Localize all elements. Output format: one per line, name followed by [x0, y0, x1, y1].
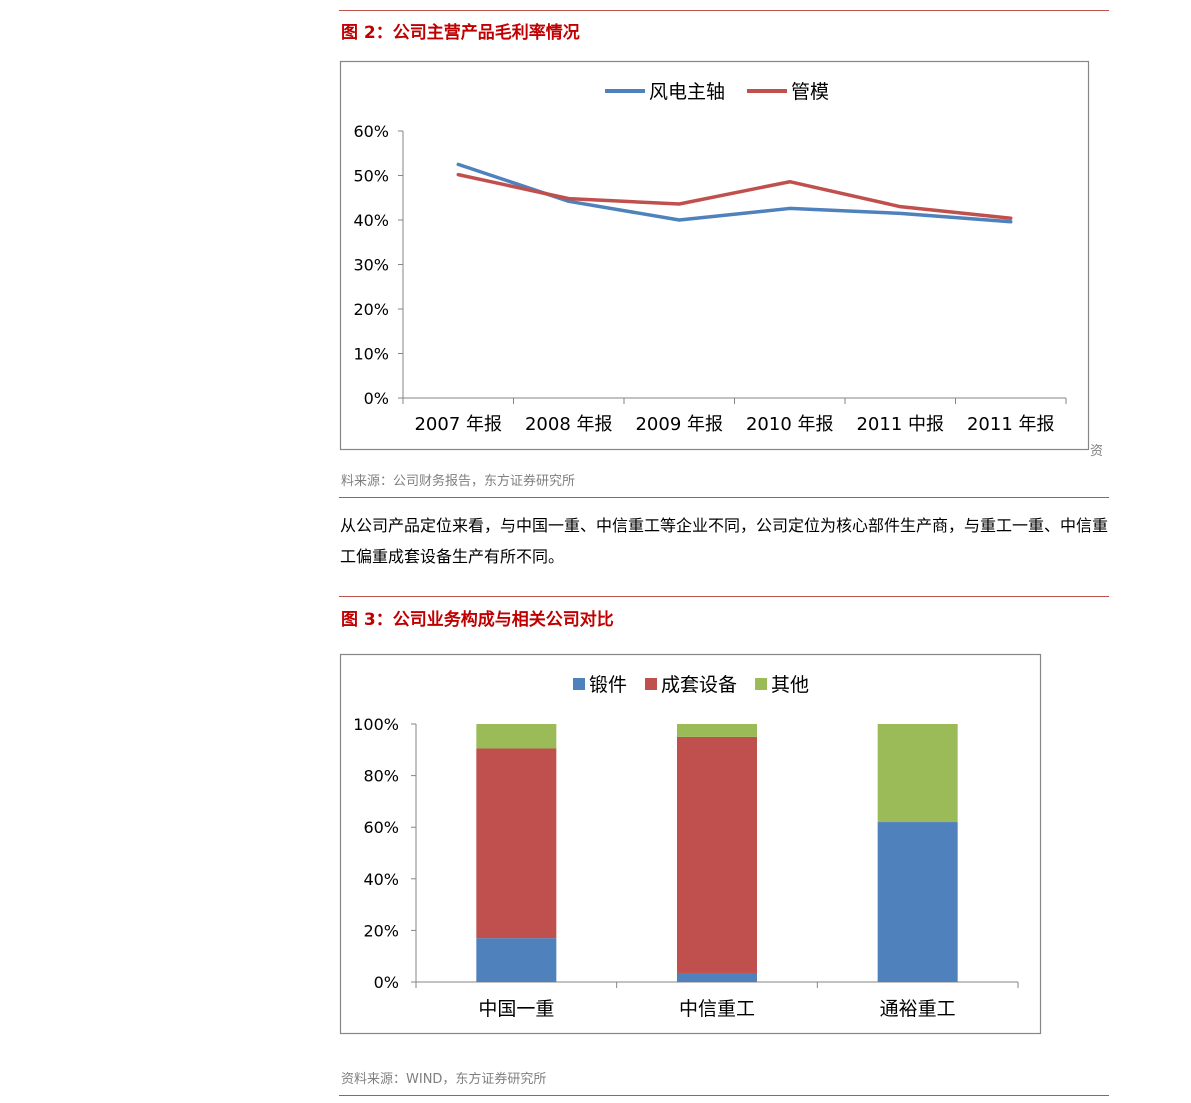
figure2-title: 图 2：公司主营产品毛利率情况: [341, 23, 580, 43]
legend-label: 成套设备: [661, 674, 737, 696]
x-tick-label: 2011 中报: [856, 414, 944, 435]
top-rule: [339, 10, 1109, 11]
bar-segment: [476, 748, 557, 939]
bottom-rule: [339, 1095, 1109, 1096]
bar-segment: [677, 736, 757, 973]
figure3-title: 图 3：公司业务构成与相关公司对比: [341, 610, 614, 630]
stacked-bar-chart: 0% 20% 40% 60% 80% 100% 中国一重 中信重工 通裕重工 锻件 成套设备 其他: [339, 653, 1042, 1035]
bar-segment: [877, 724, 958, 823]
y-tick-label: 0%: [374, 973, 399, 992]
bar-segment: [677, 972, 757, 982]
x-tick-label: 2010 年报: [746, 414, 834, 435]
series-line: [456, 172, 1013, 220]
y-tick-label: 60%: [363, 818, 399, 837]
divider-rule-2: [339, 596, 1109, 597]
figure2-source: 料来源：公司财务报告，东方证券研究所: [341, 474, 576, 489]
x-tick-label: 2009 年报: [635, 414, 723, 435]
y-tick-label: 30%: [353, 256, 389, 275]
y-tick-label: 40%: [363, 870, 399, 889]
x-tick-label: 2007 年报: [414, 414, 502, 435]
bar-segment: [476, 938, 557, 982]
legend-swatch: [645, 678, 658, 690]
bar-segment: [677, 724, 757, 737]
y-tick-label: 80%: [363, 767, 399, 786]
x-tick-label: 通裕重工: [880, 998, 956, 1020]
bar-segment: [476, 724, 557, 749]
x-tick-label: 2008 年报: [525, 414, 613, 435]
x-tick-label: 2011 年报: [967, 414, 1055, 435]
y-tick-label: 0%: [364, 389, 389, 408]
x-tick-label: 中信重工: [679, 998, 755, 1020]
y-tick-label: 40%: [353, 211, 389, 230]
legend-swatch: [755, 678, 768, 690]
legend-label: 风电主轴: [649, 81, 725, 103]
divider-rule-1: [339, 497, 1109, 498]
y-tick-label: 60%: [353, 122, 389, 141]
legend-label: 锻件: [589, 674, 627, 696]
y-tick-label: 20%: [353, 300, 389, 319]
line-chart: 0% 10% 20% 30% 40% 50% 60% 2007 年报 2008 年报 2009 年…: [339, 60, 1090, 451]
legend-label: 管模: [791, 81, 829, 103]
body-paragraph: 从公司产品定位来看，与中国一重、中信重工等企业不同，公司定位为核心部件生产商，与…: [340, 516, 1109, 566]
chart-frame: [339, 60, 1090, 451]
stray-char: 资: [1090, 444, 1104, 459]
figure3-source: 资料来源：WIND，东方证券研究所: [341, 1072, 547, 1087]
legend-label: 其他: [771, 674, 809, 696]
y-tick-label: 10%: [353, 345, 389, 364]
y-tick-label: 20%: [363, 921, 399, 940]
bar-segment: [877, 822, 958, 982]
x-tick-label: 中国一重: [478, 998, 554, 1020]
y-tick-label: 50%: [353, 167, 389, 186]
legend-swatch: [573, 678, 585, 690]
y-tick-label: 100%: [353, 715, 399, 734]
